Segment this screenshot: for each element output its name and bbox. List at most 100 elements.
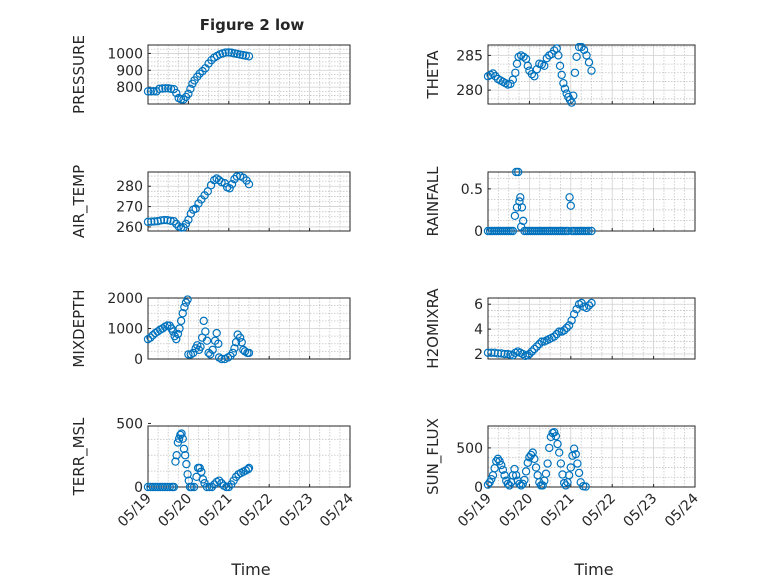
rainfall-data-point [516,193,525,202]
pressure-data-point [186,84,195,94]
h2omixra-data-point [532,342,542,351]
rainfall-plot-area [487,171,696,232]
sun-flux-y-axis-label: SUN_FLUX [424,418,443,495]
terr-msl-data-point [244,463,254,473]
pressure-data-point [166,84,176,94]
terr-msl-data-point [243,465,253,474]
terr-msl-data-point [169,482,179,492]
terr-msl-y-tick-label: 0 [134,480,143,496]
air-temp-data-point [147,217,156,226]
theta-data-point [527,69,537,79]
mixdepth-data-point [178,309,187,318]
h2omixra-data-point [562,323,571,333]
pressure-y-tick-label: 800 [116,80,143,96]
theta-data-point [587,66,596,75]
mixdepth-data-point [235,333,245,342]
sun-flux-x-tick-label: 05/21 [538,491,578,531]
sun-flux-data-point [550,428,559,437]
terr-msl-data-point [163,482,172,492]
terr-msl-data-point [179,444,189,454]
pressure-data-point [195,69,204,78]
sun-flux-data-point [497,460,506,470]
terr-msl-x-tick-label: 05/22 [236,491,276,531]
sun-flux-data-point [581,482,590,491]
h2omixra-y-tick-label: 4 [474,322,483,338]
sun-flux-data-point [498,465,508,474]
mixdepth-data-point [180,302,189,312]
air-temp-data-point [186,209,196,218]
sun-flux-data-point [510,464,519,474]
air-temp-data-point [227,180,237,189]
sun-flux-data-point [520,475,529,485]
h2omixra-data-point [550,332,559,341]
sun-flux-y-tick-label: 0 [474,480,483,496]
sun-flux-data-point [508,471,518,480]
terr-msl-data-point [183,470,192,479]
terr-msl-data-point [178,434,187,443]
pressure-y-tick-label: 900 [116,63,143,79]
mixdepth-data-point [184,350,193,359]
mixdepth-data-point [201,327,210,336]
pressure-y-tick-label: 1000 [107,46,143,62]
h2omixra-y-tick-label: 6 [474,297,483,313]
mixdepth-data-point [176,316,186,326]
h2omixra-data-point [500,349,509,359]
mixdepth-y-tick-label: 0 [134,352,143,368]
terr-msl-axes-frame [147,425,351,488]
mixdepth-data-point [196,342,205,351]
terr-msl-y-tick-label: 500 [116,416,143,432]
subplot-h2omixra: 2 4 6 H2OMIXRA [424,288,696,369]
air-temp-data-point [150,217,159,226]
h2omixra-y-tick-label: 2 [474,347,483,363]
theta-data-point [577,42,586,52]
subplot-sun-flux: 0 500 05/19 05/20 05/21 05/22 05/23 05/24 SUN_FL… [424,418,702,530]
terr-msl-data-point [224,482,233,492]
h2omixra-data-point [530,344,539,354]
terr-msl-data-point [214,476,224,485]
pressure-data-point [184,89,193,99]
terr-msl-x-tick-label: 05/24 [317,490,357,530]
mixdepth-data-point [173,329,183,339]
sun-flux-x-tick-label: 05/19 [455,491,495,531]
sun-flux-data-point [553,439,562,449]
air-temp-data-point [156,216,166,225]
pressure-data-point [198,66,207,76]
rainfall-data-point [587,226,596,236]
theta-data-point [572,52,581,62]
air-temp-axes-frame [147,171,351,232]
rainfall-data-point [510,211,520,221]
subplot-air-temp: 260 270 280 AIR_TEMP [70,165,351,238]
terr-msl-y-axis-label: TERR_MSL [70,417,89,496]
pressure-data-point [176,95,186,104]
air-temp-data-point [159,215,169,225]
terr-msl-data-point [165,482,175,492]
sun-flux-data-point [543,459,552,468]
rainfall-data-point [518,216,528,226]
sun-flux-x-tick-label: 05/24 [662,490,702,530]
theta-y-axis-label: THETA [424,50,442,100]
theta-data-point [532,65,542,74]
sun-flux-x-tick-label: 05/23 [621,491,661,531]
theta-data-point [554,51,563,60]
theta-data-point [570,68,580,77]
pressure-y-axis-label: PRESSURE [70,35,88,114]
subplot-mixdepth: 0 1000 2000 MIXDEPTH [70,289,351,368]
theta-data-point [550,46,559,55]
theta-data-point [506,79,515,89]
h2omixra-data-point [564,321,574,330]
sun-flux-data-point [555,448,564,457]
sun-flux-data-point [495,456,504,466]
pressure-data-point [158,84,167,93]
terr-msl-data-point [198,475,208,484]
h2omixra-data-point [587,298,596,308]
air-temp-y-axis-label: AIR_TEMP [70,165,89,238]
mixdepth-data-point [183,295,192,304]
h2omixra-data-point [572,305,581,314]
x-axis-label-right: Time [573,560,613,579]
rainfall-data-point [517,203,527,212]
sun-flux-data-point [500,471,509,480]
terr-msl-data-point [205,482,214,492]
sun-flux-x-tick-label: 05/20 [496,491,536,531]
